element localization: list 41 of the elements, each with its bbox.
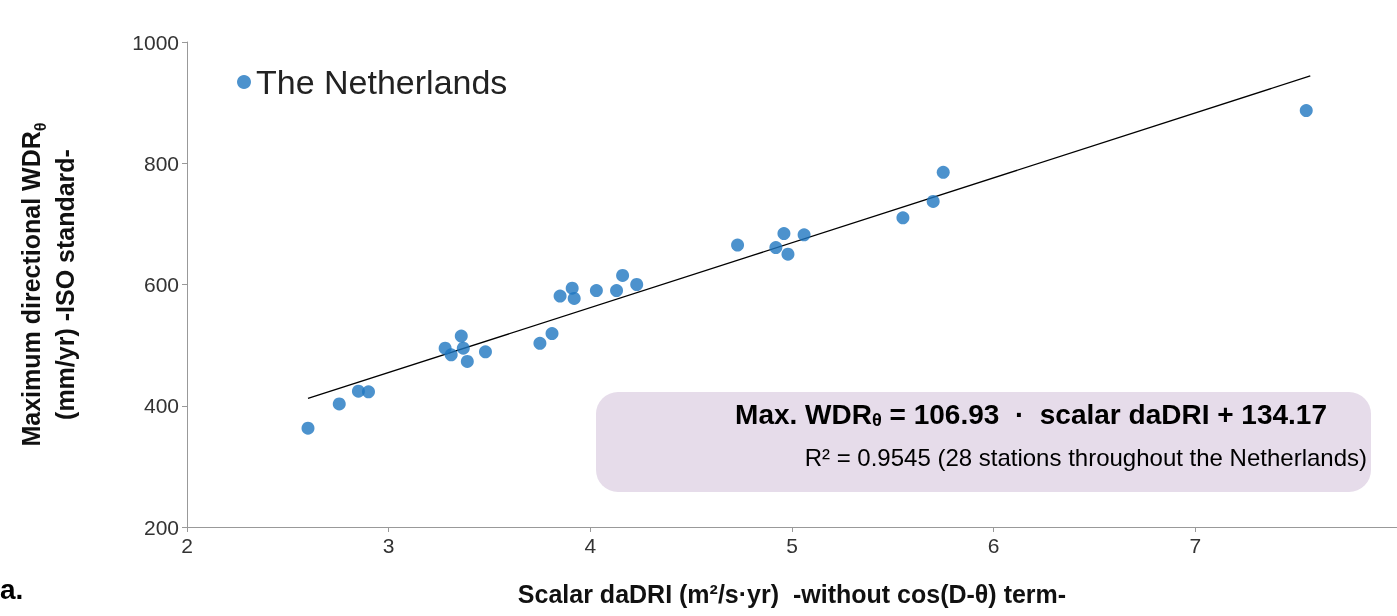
point bbox=[545, 327, 559, 341]
legend-label: The Netherlands bbox=[256, 63, 508, 101]
point bbox=[777, 227, 791, 241]
x-tick-label: 2 bbox=[181, 534, 193, 557]
point bbox=[936, 165, 950, 179]
x-axis-title: Scalar daDRI (m²/s·yr) -without cos(D-θ) term- bbox=[517, 580, 1067, 608]
x-tick-label: 7 bbox=[1189, 534, 1202, 557]
point bbox=[797, 228, 811, 242]
point bbox=[454, 329, 468, 343]
y-tick-label: 400 bbox=[143, 394, 179, 418]
y-tick-label: 1000 bbox=[132, 30, 179, 54]
x-tick-label: 5 bbox=[786, 534, 798, 557]
point bbox=[567, 291, 581, 305]
point bbox=[456, 341, 470, 355]
y-tick-label: 800 bbox=[143, 151, 179, 175]
point bbox=[781, 247, 795, 261]
point bbox=[616, 268, 630, 282]
x-tick-label: 6 bbox=[987, 534, 1000, 557]
point bbox=[301, 421, 315, 435]
x-tick-label: 3 bbox=[382, 534, 395, 557]
x-tick-label: 4 bbox=[584, 534, 597, 557]
point bbox=[553, 289, 567, 303]
point bbox=[460, 355, 474, 368]
point bbox=[1299, 104, 1313, 117]
y-tick-label: 200 bbox=[143, 515, 179, 539]
point bbox=[589, 284, 603, 298]
point bbox=[731, 238, 745, 252]
point bbox=[769, 241, 783, 255]
point bbox=[896, 211, 910, 225]
y-tick-label: 600 bbox=[143, 273, 179, 296]
point bbox=[533, 336, 547, 350]
point bbox=[332, 397, 346, 411]
point bbox=[630, 278, 644, 291]
point bbox=[926, 194, 940, 208]
point bbox=[444, 348, 458, 362]
point bbox=[362, 385, 375, 399]
point bbox=[478, 345, 492, 359]
text: a. bbox=[0, 573, 24, 605]
point bbox=[610, 284, 624, 298]
y-axis-title: Maximum directional WDRθ (mm/yr) -ISO standard- bbox=[17, 122, 79, 447]
annotation: R² = 0.9545 (28 stations throughout the Netherlands) bbox=[804, 443, 1368, 471]
